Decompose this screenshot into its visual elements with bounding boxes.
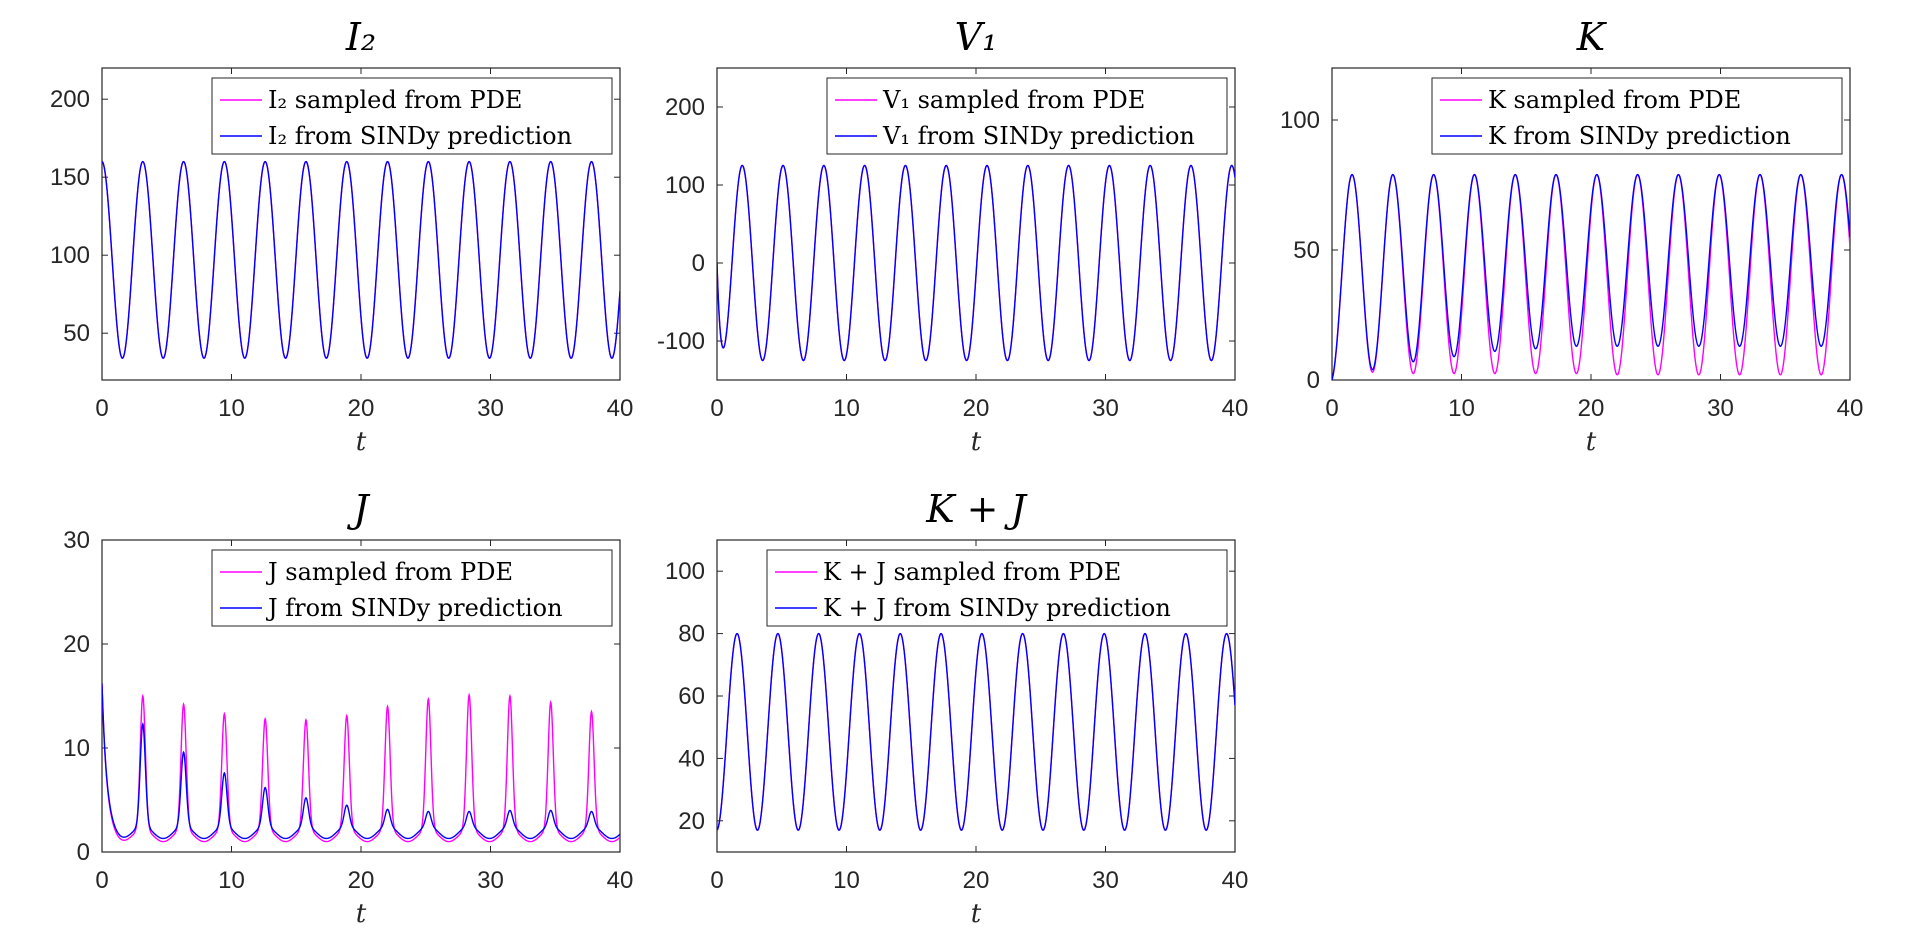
legend-entry: V₁ sampled from PDE	[882, 86, 1145, 114]
series-line-sindy	[1332, 173, 1850, 380]
x-axis-label: t	[971, 427, 982, 457]
legend-box	[1431, 77, 1843, 155]
legend-box	[766, 549, 1228, 627]
x-tick-label: 30	[477, 867, 504, 894]
subplot-2: V₁ 0 10 20 30 40 -100 0 100 200 t V₁ sampled from P…	[657, 15, 1248, 457]
x-tick-label: 30	[1092, 395, 1119, 422]
x-tick-label: 20	[348, 395, 375, 422]
x-tick-label: 0	[710, 867, 723, 894]
series-line-sindy	[102, 683, 620, 840]
y-tick-label: 0	[77, 839, 90, 866]
series-line-sindy	[102, 160, 620, 359]
subplot-4: J 0 10 20 30 40 0 10 20 30 t J sampled from PDE J fr…	[63, 487, 633, 929]
x-tick-label: 40	[607, 395, 634, 422]
y-tick-label: 100	[665, 558, 705, 585]
y-tick-label: 0	[692, 250, 705, 277]
y-tick-label: 150	[50, 164, 90, 191]
x-axis-label: t	[356, 427, 367, 457]
x-axis-label: t	[1586, 427, 1597, 457]
y-tick-label: 200	[50, 86, 90, 113]
y-tick-label: 50	[63, 320, 90, 347]
y-tick-label: 40	[678, 745, 705, 772]
x-axis-label: t	[356, 899, 367, 929]
y-tick-label: 30	[63, 527, 90, 554]
x-tick-label: 0	[95, 395, 108, 422]
y-tick-label: -100	[657, 328, 705, 355]
y-tick-label: 200	[665, 94, 705, 121]
x-tick-label: 40	[1837, 395, 1864, 422]
x-tick-label: 10	[1448, 395, 1475, 422]
legend-box	[211, 77, 613, 155]
x-tick-label: 40	[607, 867, 634, 894]
subplot-3: K 0 10 20 30 40 0 50 100 t K sampled from PDE K fro…	[1280, 15, 1863, 457]
x-tick-label: 20	[348, 867, 375, 894]
subplot-5: K + J 0 10 20 30 40 20 40 60 80 100 t K + J sampled …	[665, 487, 1248, 929]
legend-entry: J sampled from PDE	[265, 558, 513, 586]
legend-entry: K from SINDy prediction	[1488, 122, 1791, 150]
x-tick-label: 10	[218, 867, 245, 894]
x-tick-label: 10	[833, 395, 860, 422]
x-tick-label: 0	[710, 395, 723, 422]
legend-entry: K + J from SINDy prediction	[823, 594, 1171, 622]
y-tick-label: 0	[1307, 367, 1320, 394]
x-tick-label: 10	[218, 395, 245, 422]
series-line-sindy	[717, 632, 1235, 831]
y-tick-label: 20	[63, 631, 90, 658]
x-tick-label: 30	[1092, 867, 1119, 894]
legend-box	[211, 549, 613, 627]
x-axis-label: t	[971, 899, 982, 929]
legend-entry: I₂ sampled from PDE	[268, 86, 522, 114]
legend-box	[826, 77, 1228, 155]
subplot-title: J	[346, 487, 370, 531]
subplot-title: K	[1576, 15, 1608, 59]
x-tick-label: 20	[963, 395, 990, 422]
x-tick-label: 20	[1578, 395, 1605, 422]
legend-entry: J from SINDy prediction	[265, 594, 563, 622]
y-tick-label: 100	[50, 242, 90, 269]
subplot-title: V₁	[955, 15, 998, 59]
y-tick-label: 100	[1280, 107, 1320, 134]
y-tick-label: 100	[665, 172, 705, 199]
legend-entry: K + J sampled from PDE	[823, 558, 1121, 586]
y-tick-label: 50	[1293, 237, 1320, 264]
y-tick-label: 80	[678, 621, 705, 648]
x-tick-label: 40	[1222, 395, 1249, 422]
y-tick-label: 60	[678, 683, 705, 710]
x-tick-label: 40	[1222, 867, 1249, 894]
series-line-sindy	[717, 164, 1235, 362]
x-tick-label: 30	[1707, 395, 1734, 422]
x-tick-label: 0	[95, 867, 108, 894]
subplot-1: I₂ 0 10 20 30 40 50 100 150 200 t I₂ sampled from P…	[50, 15, 633, 457]
x-tick-label: 30	[477, 395, 504, 422]
subplot-title: I₂	[345, 15, 376, 59]
subplot-title: K + J	[925, 487, 1027, 531]
legend-entry: V₁ from SINDy prediction	[882, 122, 1195, 150]
x-tick-label: 20	[963, 867, 990, 894]
legend-entry: I₂ from SINDy prediction	[268, 122, 572, 150]
y-tick-label: 20	[678, 808, 705, 835]
x-tick-label: 0	[1325, 395, 1338, 422]
y-tick-label: 10	[63, 735, 90, 762]
x-tick-label: 10	[833, 867, 860, 894]
legend-entry: K sampled from PDE	[1488, 86, 1741, 114]
